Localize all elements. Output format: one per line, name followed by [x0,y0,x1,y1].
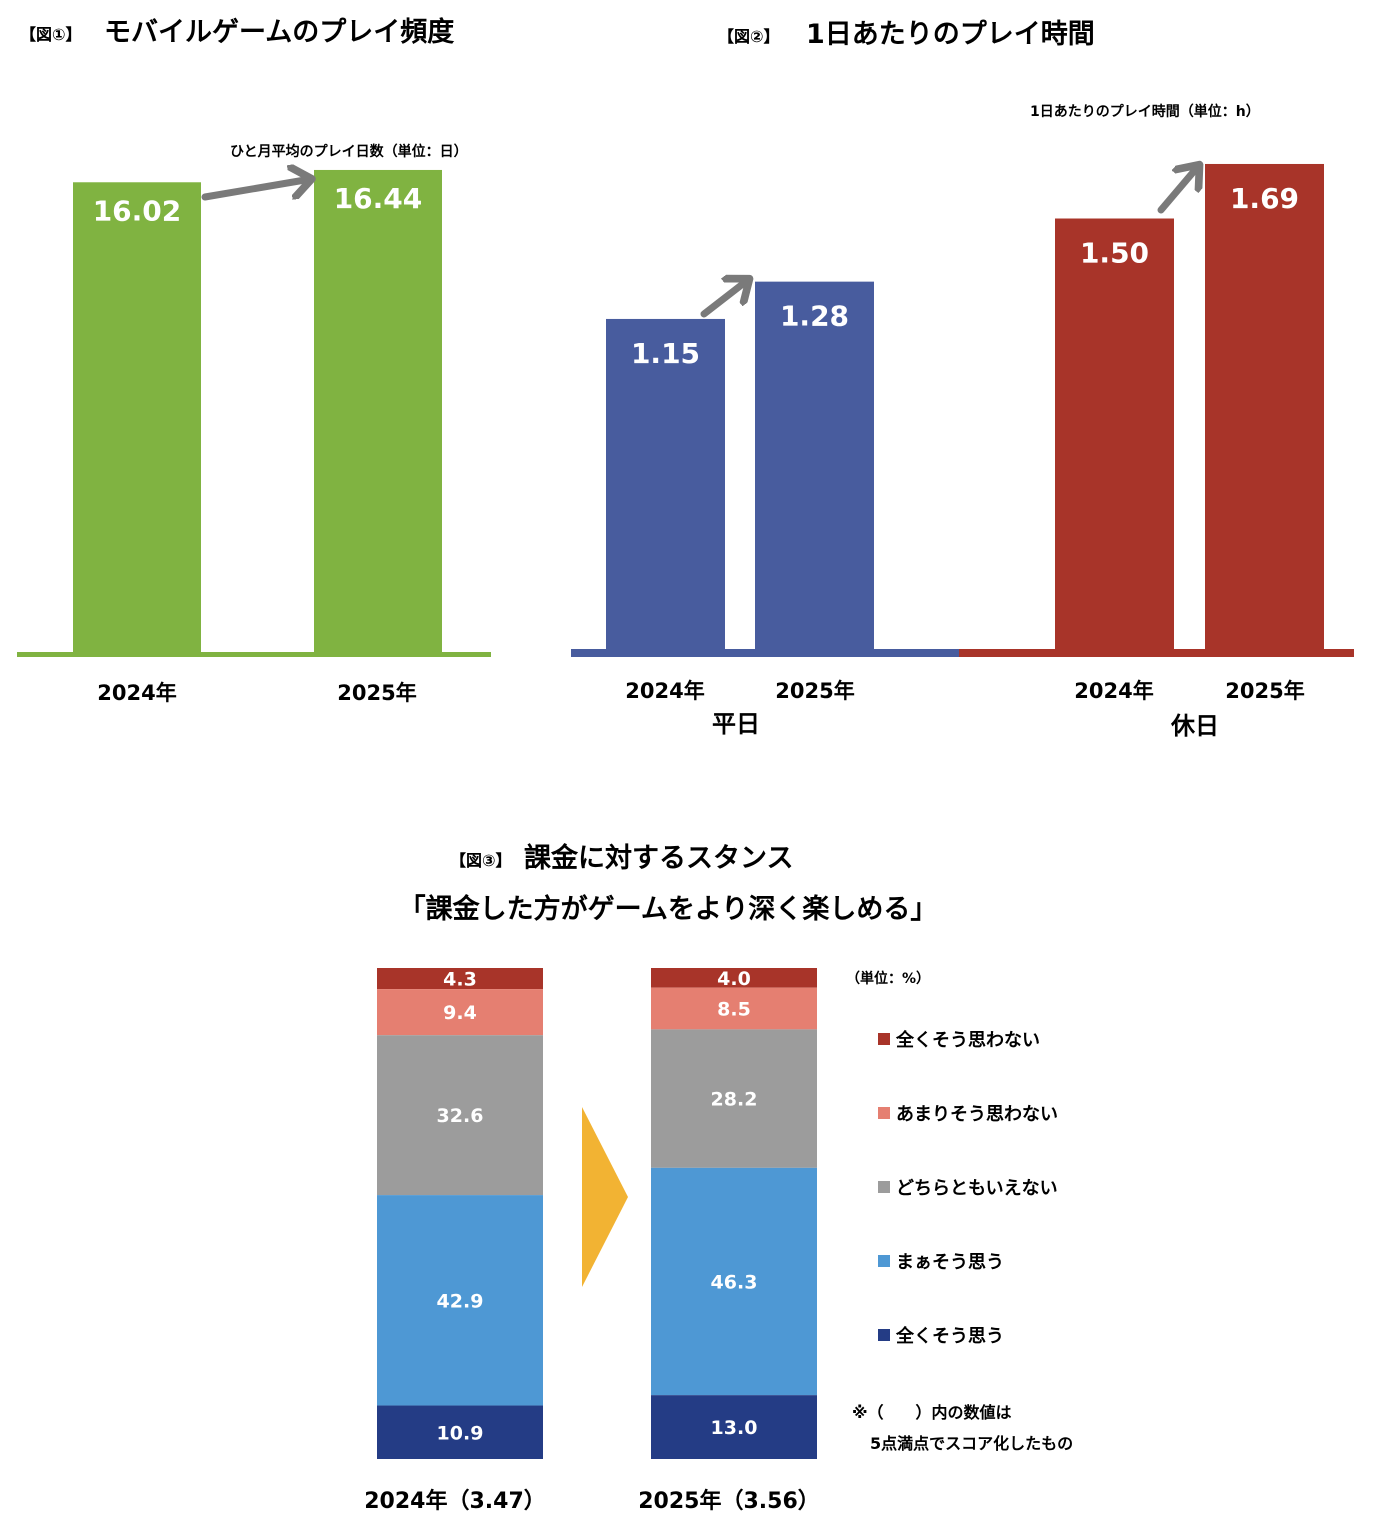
fig3-bar1-segment-0 [651,968,817,988]
fig3-xlabel-2025: 2025年（3.56） [638,1488,820,1514]
fig3-footnote-line2: 5点満点でスコア化したもの [870,1434,1073,1453]
fig2-holiday-xlabel-2024: 2024年 [1074,679,1153,703]
fig3-bar0-segment-label-3: 42.9 [437,1290,484,1312]
fig3-bar1-segment-4 [651,1395,817,1459]
fig2-group0-bar-1 [755,281,874,649]
fig1-xlabel-2025: 2025年 [337,681,416,705]
fig2-group1-value-label-0: 1.50 [1080,237,1149,270]
fig3-legend-label-2: どちらともいえない [896,1178,1058,1199]
fig3-legend-swatch-4 [878,1329,890,1341]
fig1-value-label-0: 16.02 [93,194,182,227]
fig1-bar-0 [73,182,201,652]
fig2-group1-bar-0 [1055,218,1174,649]
fig2-weekday-xlabel-2024: 2024年 [625,679,704,703]
fig3-legend-swatch-0 [878,1033,890,1045]
fig3-bar0-segment-0 [377,968,543,990]
fig2-holiday-xlabel-2025: 2025年 [1225,679,1304,703]
fig3-footnote-line1: ※（ ）内の数値は [852,1403,1012,1422]
fig3-bar0-segment-label-1: 9.4 [443,1002,477,1024]
fig3-bar1-segment-1 [651,987,817,1030]
fig3-bar0-segment-label-0: 4.3 [443,969,477,991]
fig2-group1-value-label-1: 1.69 [1230,182,1299,215]
fig3-bar1-segment-2 [651,1029,817,1168]
fig1-prefix: 【図①】 [20,25,82,44]
fig3-bar1-segment-label-2: 28.2 [711,1089,758,1111]
fig1-chart: 【図①】 モバイルゲームのプレイ頻度 ひと月平均のプレイ日数（単位：日） 16.… [17,16,491,705]
fig2-note: 1日あたりのプレイ時間（単位：h） [1030,103,1260,120]
fig3-unit: （単位：%） [846,970,930,987]
fig3-bar1-segment-label-4: 13.0 [711,1417,758,1439]
fig1-increase-arrow-icon [201,180,305,201]
fig2-chart: 【図②】 1日あたりのプレイ時間 1日あたりのプレイ時間（単位：h） 1.151… [571,19,1354,740]
fig1-baseline [17,652,491,657]
fig3-legend-label-1: あまりそう思わない [896,1104,1058,1125]
fig3-xlabel-2024: 2024年（3.47） [364,1488,546,1514]
fig3-bar1-segment-label-3: 46.3 [711,1272,758,1294]
fig3-bar1-segment-3 [651,1167,817,1396]
fig2-weekday-xlabel-2025: 2025年 [775,679,854,703]
fig2-group-label-weekday: 平日 [712,710,760,738]
fig3-bar0-segment-label-4: 10.9 [437,1422,484,1444]
fig3-title: 課金に対するスタンス [524,842,793,874]
fig3-legend-swatch-3 [878,1255,890,1267]
fig3-chevron-arrow-icon [582,1107,628,1287]
fig3-legend-label-0: 全くそう思わない [895,1029,1040,1051]
fig3-bar0-segment-label-2: 32.6 [437,1105,484,1127]
fig3-bar0-segment-4 [377,1405,543,1459]
fig2-group0-bar-0 [606,318,725,649]
fig3-bar0-segment-1 [377,989,543,1036]
fig2-holiday-baseline [959,649,1354,657]
fig3-legend-label-4: 全くそう思う [895,1325,1004,1347]
fig3-legend-swatch-2 [878,1181,890,1193]
fig2-holiday-increase-arrow-icon [1157,170,1195,214]
fig2-weekday-baseline [571,649,959,657]
fig2-prefix: 【図②】 [718,27,780,46]
fig1-bars: 16.02 16.44 [73,169,442,652]
fig3-legend-label-3: まぁそう思う [896,1252,1004,1273]
fig3-bar0-segment-2 [377,1035,543,1196]
fig3-bar1-segment-label-1: 8.5 [717,999,751,1021]
fig2-group0-value-label-0: 1.15 [631,337,700,370]
fig1-xlabel-2024: 2024年 [97,681,176,705]
fig1-value-label-1: 16.44 [334,182,423,215]
fig3-bar0-segment-3 [377,1195,543,1406]
fig1-note: ひと月平均のプレイ日数（単位：日） [230,143,468,160]
fig3-bar1-segment-label-0: 4.0 [717,968,751,990]
fig3-subtitle: 「課金した方がゲームをより深く楽しめる」 [399,893,938,925]
fig2-group1-bar-1 [1205,163,1324,649]
fig1-bar-1 [314,169,442,652]
fig3-chart: 【図③】 課金に対するスタンス 「課金した方がゲームをより深く楽しめる」 4.3… [364,842,1073,1514]
fig3-bars: 4.3 9.4 32.6 42.9 10.9 4.0 8.5 28.2 46.3 13.0 [377,968,817,1459]
fig2-weekday-increase-arrow-icon [700,283,744,318]
fig2-bars: 1.15 1.28 1.50 1.69 [606,163,1324,649]
fig2-group-label-holiday: 休日 [1170,712,1219,740]
fig2-title: 1日あたりのプレイ時間 [806,19,1095,50]
fig2-group0-value-label-1: 1.28 [780,300,849,333]
fig1-title: モバイルゲームのプレイ頻度 [104,16,454,48]
fig3-prefix: 【図③】 [450,851,512,870]
fig3-legend-swatch-1 [878,1107,890,1119]
